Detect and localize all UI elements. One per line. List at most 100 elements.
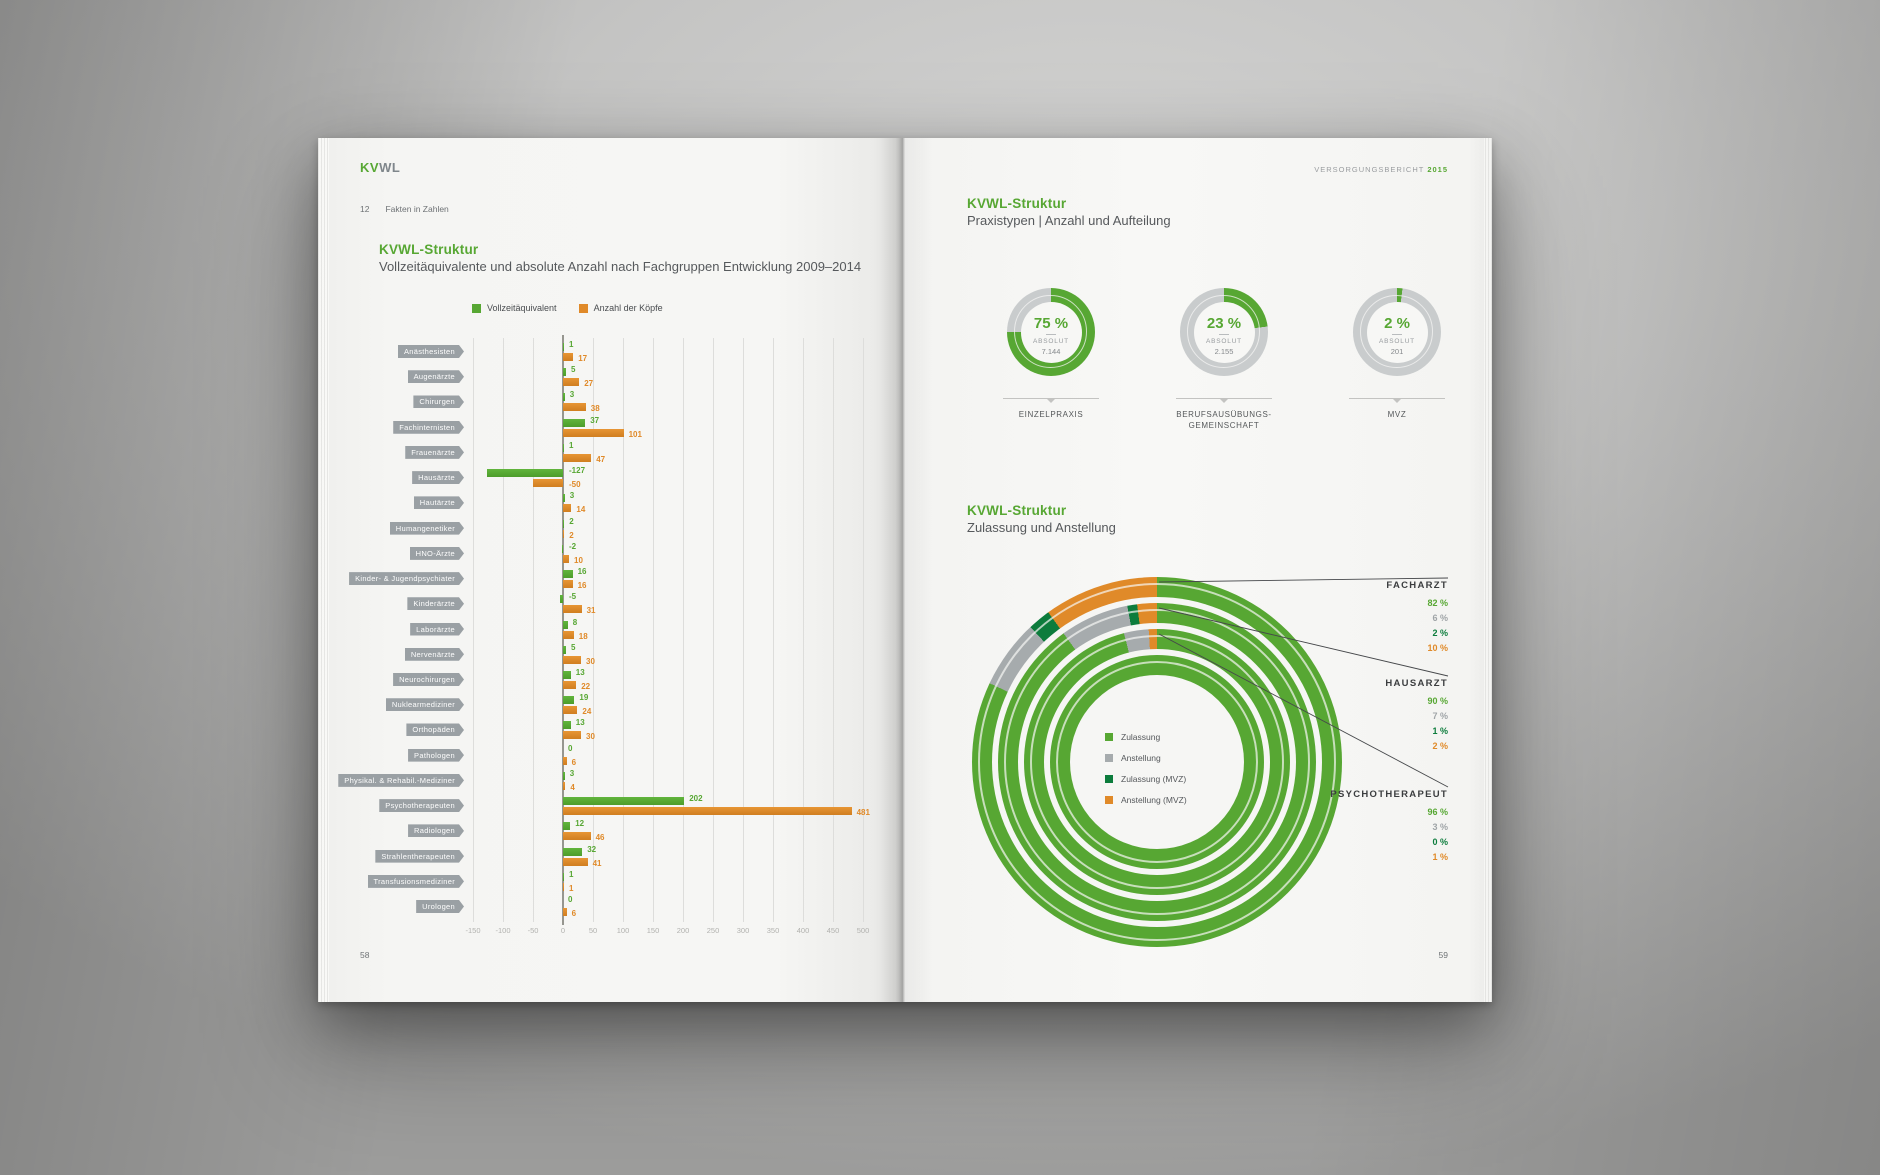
bar-value-vollzeit: 5 [571, 642, 576, 652]
bar-koepfe [563, 706, 578, 715]
ring-label-group: FACHARZT 82 % 6 % 2 % 10 % [1386, 580, 1448, 656]
ring-legend-label: Anstellung [1121, 753, 1161, 763]
donut-caption: BERUFSAUSÜBUNGS- GEMEINSCHAFT [1144, 409, 1304, 431]
ring-group-name: HAUSARZT [1385, 678, 1448, 689]
bar-koepfe [563, 756, 567, 765]
bar-vollzeit [563, 443, 564, 452]
bar-value-koepfe: 1 [569, 883, 574, 893]
bar-value-vollzeit: 5 [571, 365, 576, 375]
category-chip: Radiologen [408, 824, 464, 837]
bar-value-vollzeit: 1 [569, 440, 574, 450]
right-section1-subtitle: Praxistypen | Anzahl und Aufteilung [967, 213, 1171, 228]
bar-value-vollzeit: 3 [569, 390, 575, 400]
bar-vollzeit [563, 822, 571, 831]
gridline [833, 338, 834, 922]
bar-value-koepfe: 481 [856, 808, 870, 818]
ring-group-value: 2 % [1432, 628, 1448, 638]
legend-label: Anzahl der Köpfe [593, 303, 663, 313]
bar-koepfe [563, 857, 588, 866]
donut-caption-line: BERUFSAUSÜBUNGS- [1176, 410, 1272, 419]
category-chip: Laborärzte [410, 623, 464, 636]
ring-group-value: 10 % [1427, 643, 1448, 653]
category-chip: Humangenetiker [390, 522, 464, 535]
bar-value-koepfe: 47 [596, 454, 606, 464]
bar-value-vollzeit: 1 [569, 869, 574, 879]
bar-koepfe [563, 428, 624, 437]
bar-value-vollzeit: 13 [575, 718, 585, 728]
bar-chart: -150 -100 -50 0 50 100 150 200 250 300 350 400 450 50… [318, 138, 903, 1002]
donut-hole [1020, 301, 1082, 363]
legend-swatch [472, 303, 481, 313]
donut-stripe [1013, 294, 1087, 368]
bar-vollzeit [563, 872, 564, 881]
ring-legend-item: Anstellung (MVZ) [1105, 795, 1187, 805]
bar-vollzeit [563, 771, 565, 780]
donut-brace [1349, 398, 1445, 399]
category-chip: Kinderärzte [407, 597, 464, 610]
left-page: KVWL 12 Fakten in Zahlen KVWL-Struktur Vo… [318, 138, 903, 1002]
ring-legend-swatch [1105, 796, 1113, 804]
bar-vollzeit [563, 721, 571, 730]
bar-value-koepfe: 46 [595, 833, 605, 843]
ring-label-group: HAUSARZT 90 % 7 % 1 % 2 % [1385, 678, 1448, 754]
bar-koepfe [563, 453, 592, 462]
bar-value-vollzeit: -5 [569, 592, 577, 602]
donut-percent: 75 % [1033, 315, 1069, 332]
ring-group-value: 6 % [1432, 613, 1448, 623]
donut-divider [1046, 334, 1056, 335]
donut-stripe [1186, 294, 1260, 368]
axis-tick-label: 400 [796, 926, 810, 935]
ring-group-value: 0 % [1432, 837, 1448, 847]
bar-value-koepfe: 16 [577, 581, 587, 591]
gridline [653, 338, 654, 922]
bar-koepfe [563, 504, 572, 513]
legend-label: Vollzeitäquivalent [487, 303, 557, 313]
ring-group-value: 7 % [1432, 711, 1448, 721]
axis-tick-label: 50 [588, 926, 598, 935]
chapter-number: 12 [360, 204, 370, 214]
ring-legend-item: Zulassung (MVZ) [1105, 774, 1187, 784]
category-chip: Transfusionsmediziner [368, 875, 464, 888]
category-chip: Psychotherapeuten [379, 799, 464, 812]
ring-legend-item: Anstellung [1105, 753, 1187, 763]
magazine-spread: KVWL 12 Fakten in Zahlen KVWL-Struktur Vo… [318, 138, 1492, 1002]
donut-caption: MVZ [1317, 409, 1477, 420]
category-chip: Urologen [416, 900, 464, 913]
bar-value-koepfe: 6 [571, 757, 577, 767]
axis-tick-label: -150 [465, 926, 481, 935]
bar-value-koepfe: 101 [628, 429, 642, 439]
category-chip: Strahlentherapeuten [375, 850, 464, 863]
ring-group-value: 1 % [1432, 852, 1448, 862]
bar-vollzeit [563, 797, 685, 806]
bar-value-vollzeit: 0 [568, 743, 573, 753]
bar-value-vollzeit: 2 [569, 516, 574, 526]
bar-koepfe [563, 529, 565, 538]
logo-kv: KV [360, 160, 380, 175]
donut-absolut-label: ABSOLUT [1206, 338, 1242, 345]
category-chip: Kinder- & Jugendpsychiater [349, 572, 464, 585]
bar-value-koepfe: 30 [586, 656, 595, 666]
bar-vollzeit [563, 570, 573, 579]
category-chip: Nuklearmediziner [386, 698, 464, 711]
axis-tick-label: -50 [527, 926, 539, 935]
donut-percent: 23 % [1206, 315, 1242, 332]
ring-legend-swatch [1105, 775, 1113, 783]
ring-label-group: PSYCHOTHERAPEUT 96 % 3 % 0 % 1 % [1330, 789, 1448, 865]
bar-value-vollzeit: 16 [577, 567, 587, 577]
gridline [593, 338, 594, 922]
bar-value-vollzeit: -127 [569, 466, 586, 476]
donut-absolut-label: ABSOLUT [1033, 338, 1069, 345]
gridline [713, 338, 714, 922]
kvwl-logo: KVWL [360, 160, 400, 175]
left-section-title: KVWL-Struktur [379, 242, 479, 257]
bar-koepfe [563, 630, 574, 639]
bar-value-vollzeit: 1 [569, 340, 574, 349]
report-tag: VERSORGUNGSBERICHT 2015 [1314, 165, 1448, 174]
legend-swatch [578, 303, 588, 313]
gridline [863, 338, 864, 922]
axis-tick-label: 200 [676, 926, 690, 935]
category-chip: Pathologen [408, 749, 464, 762]
gridline [743, 338, 744, 922]
axis-tick-label: 250 [706, 926, 720, 935]
donut-divider [1392, 334, 1402, 335]
